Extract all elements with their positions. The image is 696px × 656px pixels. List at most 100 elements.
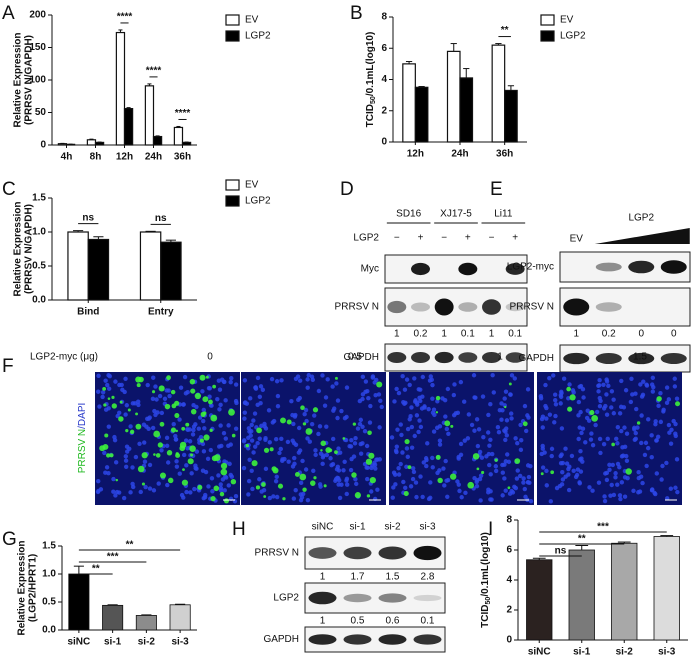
nucleus (515, 441, 520, 446)
nucleus (587, 485, 592, 490)
infected-cell (181, 426, 186, 431)
nucleus (615, 441, 620, 446)
infected-cell (407, 465, 412, 470)
nucleus (408, 414, 413, 419)
nucleus (548, 499, 554, 504)
nucleus (184, 463, 189, 468)
nucleus (185, 389, 190, 395)
infected-cell (170, 389, 176, 395)
infected-cell (450, 424, 454, 428)
nucleus (455, 479, 460, 484)
infected-cell (481, 470, 485, 475)
blot-quantification: 1 (573, 329, 579, 340)
bar (611, 542, 638, 641)
infected-cell (125, 429, 129, 433)
infected-cell (230, 479, 237, 485)
y-tick-label: 8 (381, 12, 387, 23)
nucleus (509, 373, 515, 378)
nucleus (362, 428, 368, 434)
nucleus (364, 443, 370, 449)
nucleus (658, 419, 664, 425)
nucleus (304, 418, 309, 424)
y-tick-label: 0 (506, 635, 512, 646)
nucleus (594, 409, 600, 415)
nucleus (290, 464, 296, 469)
nucleus (127, 446, 132, 452)
nucleus (103, 378, 108, 383)
nucleus (200, 441, 206, 447)
x-tick-label: 12h (116, 152, 133, 163)
nucleus (624, 458, 630, 463)
nucleus (278, 446, 283, 452)
nucleus (547, 375, 552, 381)
nucleus (617, 493, 623, 498)
nucleus (111, 476, 116, 482)
nucleus (249, 468, 254, 473)
nucleus (490, 451, 495, 457)
nucleus (393, 482, 398, 487)
nucleus (561, 376, 567, 381)
nucleus (324, 452, 330, 458)
nucleus (462, 438, 467, 443)
nucleus (502, 428, 507, 433)
treatment-label: LGP2 (628, 213, 654, 224)
blot-row-label: PRRSV N (335, 302, 379, 313)
nucleus (344, 476, 350, 482)
nucleus (128, 424, 133, 429)
blot-band (378, 593, 407, 603)
nucleus (549, 446, 555, 452)
dose-value: 0.5 (348, 352, 362, 363)
infected-cell (135, 376, 142, 383)
nucleus (528, 463, 533, 469)
nucleus (335, 398, 341, 403)
nucleus (344, 482, 350, 487)
bar (123, 107, 134, 146)
nucleus (430, 396, 435, 401)
nucleus (445, 494, 450, 499)
nucleus (285, 439, 291, 445)
blot-quantification: 1 (489, 329, 495, 340)
nucleus (241, 439, 247, 444)
nucleus (617, 464, 622, 470)
nucleus (502, 462, 507, 467)
nucleus (656, 403, 661, 409)
bar (87, 238, 110, 301)
nucleus (185, 427, 190, 432)
infected-cell (153, 453, 156, 456)
y-axis-label: (PRRSV N/GAPDH) (24, 204, 35, 294)
error-bar (418, 86, 425, 88)
nucleus (654, 438, 659, 443)
panel-letter: D (340, 179, 354, 200)
nucleus (196, 426, 202, 431)
nucleus (527, 480, 532, 485)
bar (504, 89, 518, 143)
infected-cell (135, 423, 142, 430)
nucleus (193, 465, 198, 471)
nucleus (257, 436, 262, 441)
nucleus (435, 470, 440, 476)
bar (152, 135, 163, 146)
nucleus (621, 405, 627, 410)
nucleus (426, 406, 431, 412)
nucleus (664, 496, 670, 501)
nucleus (410, 466, 416, 471)
nucleus (620, 453, 626, 458)
nucleus (462, 399, 467, 404)
infected-cell (334, 450, 338, 455)
nucleus (581, 395, 586, 400)
blot-frame (384, 254, 528, 284)
infected-cell (166, 450, 173, 456)
nucleus (164, 388, 169, 393)
nucleus (607, 467, 612, 473)
nucleus (639, 440, 644, 446)
nucleus (509, 411, 514, 416)
infected-cell (208, 399, 213, 405)
nucleus (215, 396, 220, 402)
nucleus (303, 407, 309, 413)
infected-cell (675, 401, 681, 407)
infected-cell (164, 403, 171, 410)
x-tick-label: si-2 (616, 647, 634, 656)
nucleus (291, 496, 297, 501)
nucleus (611, 492, 617, 498)
nucleus (500, 493, 505, 498)
